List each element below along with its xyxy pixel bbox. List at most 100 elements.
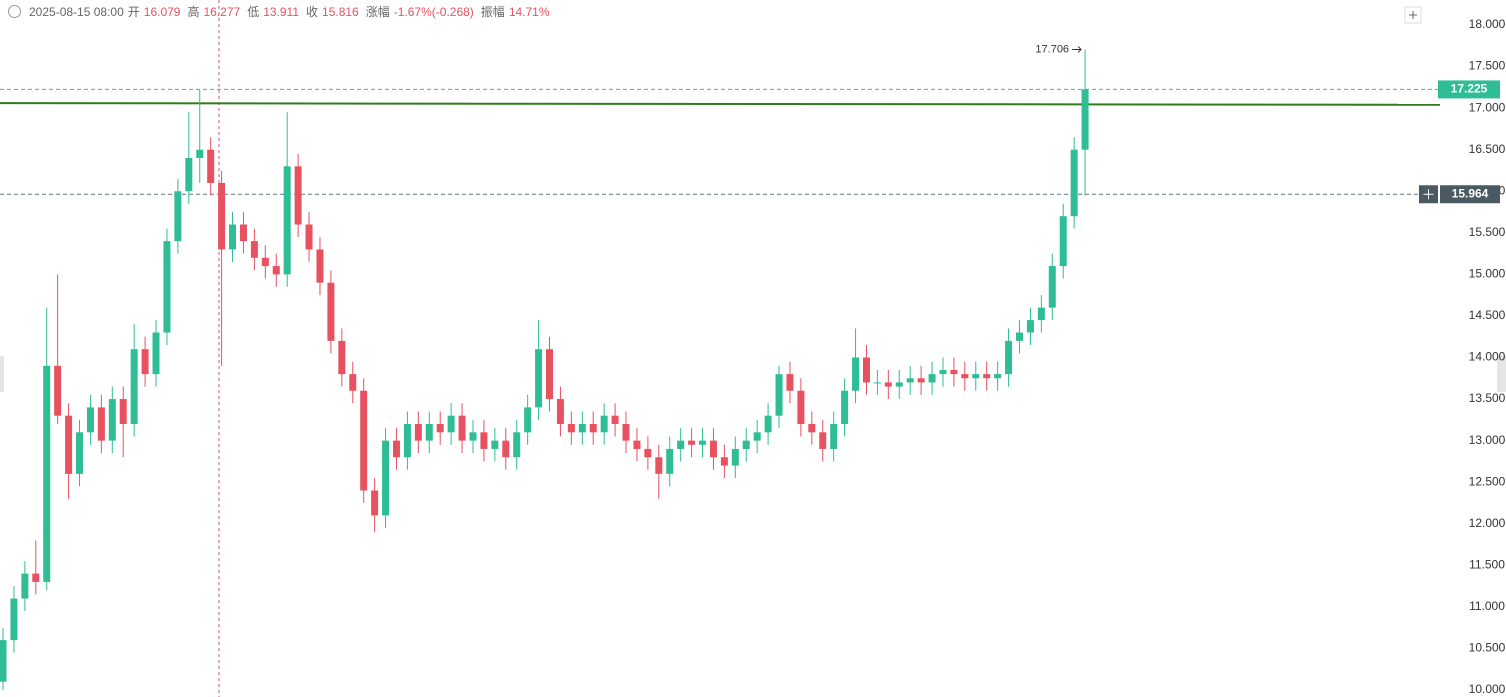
candle-body <box>852 357 860 391</box>
candle-body <box>338 340 346 375</box>
candle-body <box>10 598 18 641</box>
candle-body <box>677 440 685 449</box>
candle-body <box>589 424 597 433</box>
header-label: 收 <box>306 5 319 19</box>
candle-body <box>808 424 816 433</box>
candle-body <box>983 374 991 379</box>
candle-body <box>720 457 728 466</box>
candle-body <box>578 424 586 433</box>
candle-body <box>524 407 532 433</box>
candle-body <box>21 573 29 599</box>
right-handle[interactable] <box>1497 356 1506 392</box>
candle-body <box>786 374 794 391</box>
candle-body <box>371 490 379 516</box>
candle-body <box>43 365 51 582</box>
y-tick-label: 14.000 <box>1469 350 1506 364</box>
candle-body <box>250 241 258 258</box>
candle-body <box>917 378 925 383</box>
candle-body <box>546 349 553 400</box>
header-label: 涨幅 <box>365 5 390 19</box>
crosshair-price-label: 15.964 <box>1452 186 1489 200</box>
toggle-icon <box>1409 11 1417 19</box>
candle-body <box>97 407 105 441</box>
candle-body <box>54 365 62 416</box>
candle-body <box>403 424 411 458</box>
candle-body <box>174 191 182 242</box>
candle-body <box>185 158 193 192</box>
candle-body <box>305 224 313 250</box>
candle-body <box>1005 340 1013 375</box>
y-tick-label: 15.000 <box>1469 267 1506 281</box>
header-label: 低 <box>247 5 260 19</box>
header-icon[interactable] <box>8 5 21 18</box>
candle-body <box>261 257 269 267</box>
header-value: 15.816 <box>322 4 359 19</box>
header-value: 16.079 <box>143 4 181 19</box>
y-tick-label: 12.500 <box>1469 474 1506 488</box>
candle-body <box>764 415 772 433</box>
candle-body <box>950 369 958 375</box>
last-price-label: 17.225 <box>1451 82 1488 96</box>
candle-body <box>469 432 477 441</box>
candle-body <box>65 415 73 474</box>
candle-body <box>1059 216 1067 267</box>
candle-body <box>862 357 870 383</box>
candle-body <box>1081 89 1089 150</box>
candle-body <box>884 382 892 387</box>
header-value: 13.911 <box>263 4 300 19</box>
header-datetime: 2025-08-15 08:00 <box>29 4 124 19</box>
y-tick-label: 14.500 <box>1469 308 1506 322</box>
candle-body <box>753 432 761 441</box>
header-value: 14.71% <box>508 4 550 19</box>
candle-body <box>841 390 849 424</box>
candle-body <box>611 415 619 424</box>
candle-body <box>699 440 707 445</box>
candle-body <box>972 374 980 379</box>
y-tick-label: 11.500 <box>1469 557 1505 571</box>
candle-body <box>1048 266 1056 308</box>
candle-body <box>32 573 40 582</box>
header-value: 16.277 <box>203 4 241 19</box>
left-handle[interactable] <box>0 356 4 392</box>
candle-body <box>830 424 838 449</box>
y-tick-label: 10.000 <box>1469 682 1506 696</box>
candle-body <box>742 440 750 449</box>
crosshair-add-icon <box>1423 189 1434 200</box>
candle-body <box>360 390 368 491</box>
candle-body <box>709 440 717 458</box>
y-tick-label: 16.500 <box>1469 142 1506 156</box>
candle-body <box>873 382 881 384</box>
candle-body <box>502 440 510 458</box>
y-tick-label: 10.500 <box>1469 641 1506 655</box>
candle-body <box>633 440 641 449</box>
candle-body <box>556 399 564 424</box>
candle-body <box>895 382 903 387</box>
candle-body <box>731 448 739 466</box>
max-arrow <box>1072 46 1082 53</box>
candle-body <box>928 374 936 383</box>
candle-body <box>119 399 127 424</box>
crosshair-price-tag <box>1440 185 1500 204</box>
candle-body <box>666 448 674 474</box>
candle-body <box>961 374 969 379</box>
header-label: 振幅 <box>480 5 505 19</box>
header-label: 开 <box>127 5 140 19</box>
candle-body <box>1037 307 1045 321</box>
candle-body <box>414 424 422 441</box>
candle-body <box>152 332 160 375</box>
candle-body <box>797 390 805 424</box>
candle-body <box>316 249 324 283</box>
candle-body <box>229 224 237 250</box>
candle-body <box>644 448 652 458</box>
y-tick-label: 13.500 <box>1469 391 1506 405</box>
candle-body <box>447 415 455 433</box>
candle-body <box>1015 332 1023 341</box>
candle-body <box>1070 149 1078 217</box>
candle-body <box>939 369 947 375</box>
candle-body <box>108 399 116 441</box>
y-tick-label: 15.500 <box>1469 225 1506 239</box>
candle-body <box>86 407 94 433</box>
candle-body <box>425 424 433 441</box>
candle-body <box>392 440 400 458</box>
